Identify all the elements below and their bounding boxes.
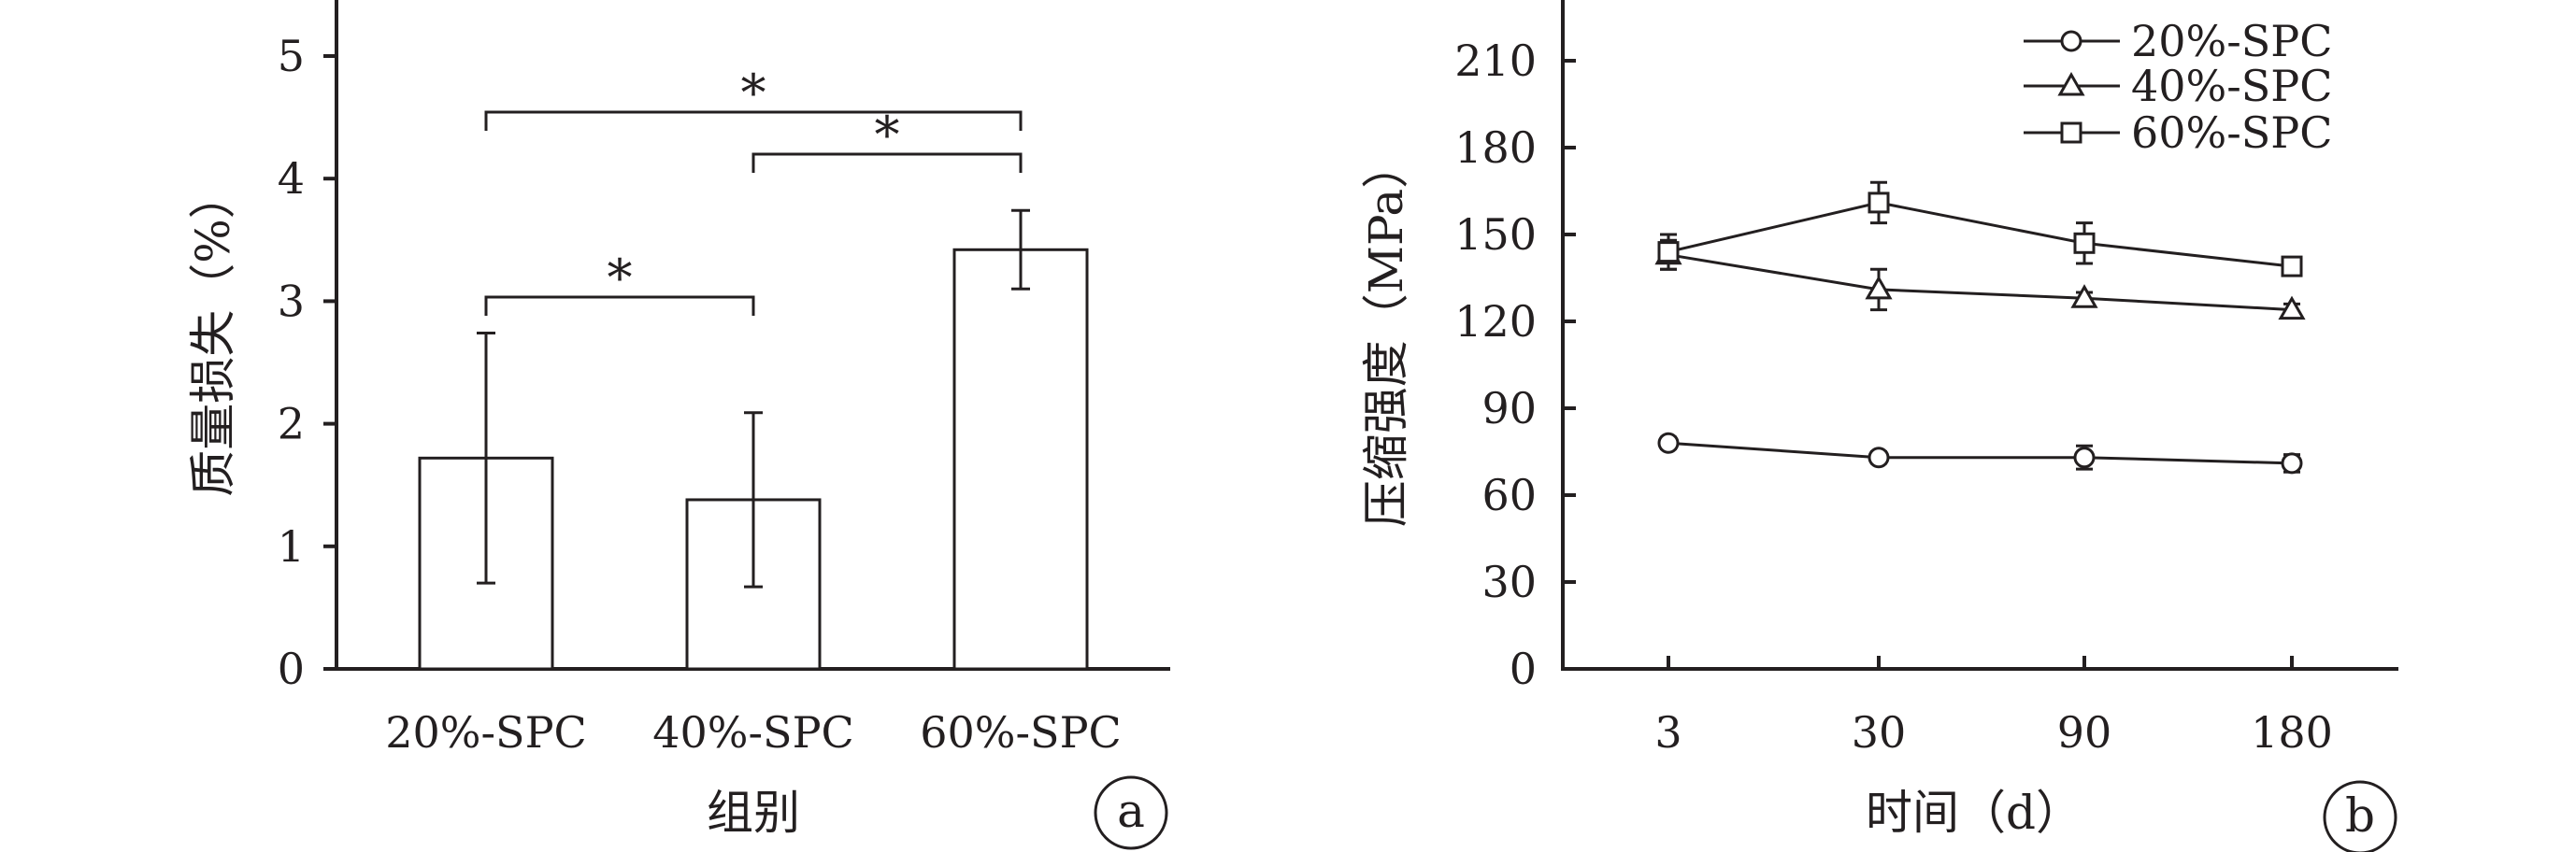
panel-b-series-line [1667, 441, 2293, 465]
panel-b-point-square [1657, 241, 1680, 263]
panel-b-series-square [1657, 180, 2303, 277]
panel-b-point-triangle [1865, 275, 1893, 300]
panel-b-legend-label: 20%-SPC [2131, 16, 2332, 66]
panel-b-y-ticks: 0 30 60 90 120 150 180 210 [1454, 36, 1576, 694]
panel-b-y-tick-label: 150 [1454, 209, 1537, 260]
panel-b-y-tick-label: 90 [1481, 383, 1537, 433]
panel-a-y-axis-label: 质量损失（%） [186, 172, 240, 497]
panel-b-x-tick-label: 3 [1654, 707, 1682, 758]
panel-b-point-square [1868, 192, 1890, 214]
panel-a-y-tick-label: 4 [278, 153, 305, 204]
panel-b-label: b [2345, 788, 2375, 843]
panel-b-point-square [2060, 121, 2082, 144]
panel-b-point-triangle [2278, 295, 2306, 320]
panel-a-y-tick-label: 2 [278, 399, 305, 449]
panel-a-bar-chart: 0 1 2 3 4 5 20%-SPC 40%-SPC 60%-SPC * * * 质量损失（%）… [186, 0, 1170, 850]
panel-a-y-tick-label: 3 [278, 276, 305, 326]
panel-a-bar [952, 248, 1089, 671]
panel-b-y-tick-label: 60 [1481, 470, 1537, 520]
panel-a-category-label: 20%-SPC [385, 707, 586, 758]
panel-b-point-circle [2073, 447, 2096, 469]
panel-a-significance-bracket [751, 152, 1023, 173]
panel-a-y-tick-label: 1 [278, 521, 305, 572]
panel-b-y-tick-label: 30 [1481, 557, 1537, 607]
panel-a-significance-brackets: * * * [484, 64, 1023, 316]
panel-b-point-circle [1657, 432, 1680, 454]
panel-b-legend-label: 40%-SPC [2131, 61, 2332, 111]
panel-b-y-tick-label: 120 [1454, 296, 1537, 347]
panel-b-point-square [2281, 255, 2303, 277]
panel-a-y-tick-label: 5 [278, 31, 305, 81]
panel-b-point-circle [1868, 447, 1890, 469]
panel-b-y-tick-label: 0 [1510, 644, 1537, 694]
panel-b-y-tick-label: 210 [1454, 36, 1537, 86]
panel-b-x-axis-label: 时间（d） [1866, 786, 2082, 840]
panel-b-point-square [2073, 232, 2096, 254]
panel-b-x-ticks: 3 30 90 180 [1654, 656, 2333, 758]
panel-b-point-triangle [2070, 284, 2098, 308]
panel-b-series-triangle [1654, 238, 2306, 320]
panel-a-significance-bracket [484, 110, 1023, 131]
panel-b-label-circle [2323, 780, 2397, 852]
panel-a-significance-star: * [608, 248, 633, 307]
panel-b-x-tick-label: 180 [2251, 707, 2333, 758]
panel-a-y-ticks: 0 1 2 3 4 5 [278, 31, 336, 694]
panel-b-x-tick-label: 30 [1852, 707, 1907, 758]
panel-b-series-circle [1657, 432, 2303, 475]
panel-a-label-circle [1094, 775, 1168, 850]
panel-b-series [1654, 180, 2306, 475]
panel-b-series-line [1667, 253, 2293, 312]
panel-a-y-tick-label: 0 [278, 644, 305, 694]
panel-b-line-chart: 0 30 60 90 120 150 180 210 3 30 90 180 20%-SPC40%-… [1359, 0, 2398, 852]
panel-a-significance-bracket [484, 295, 755, 316]
panel-a-significance-star: * [741, 64, 766, 122]
panel-b-y-tick-label: 180 [1454, 122, 1537, 173]
panel-b-y-axis-label: 压缩强度（MPa） [1359, 142, 1413, 527]
panel-a-label: a [1117, 784, 1145, 838]
panel-a-significance-star: * [875, 106, 900, 164]
panel-b-point-circle [2060, 30, 2082, 52]
panel-b-legend-label: 60%-SPC [2131, 107, 2332, 158]
panel-a-category-label: 60%-SPC [920, 707, 1121, 758]
panel-a-category-label: 40%-SPC [652, 707, 853, 758]
panel-a-bars: 20%-SPC 40%-SPC 60%-SPC [385, 208, 1122, 758]
panel-b-series-line [1667, 201, 2293, 268]
panel-b-x-tick-label: 90 [2057, 707, 2112, 758]
panel-b-point-circle [2281, 452, 2303, 475]
panel-a-x-axis-label: 组别 [707, 786, 800, 840]
panel-b-point-triangle [2057, 71, 2085, 96]
